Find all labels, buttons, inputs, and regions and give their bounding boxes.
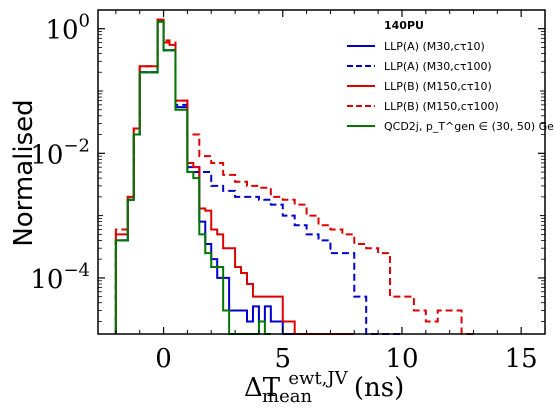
series-line-2 [114, 18, 355, 335]
x-tick-label: 10 [385, 344, 418, 374]
legend-entry-1: LLP(A) (M30,cτ100) [384, 60, 492, 73]
legend-entry-0: LLP(A) (M30,cτ10) [384, 40, 485, 53]
x-axis-label-unit: (ns) [354, 373, 404, 403]
x-axis-label-sub: mean [262, 386, 312, 407]
tick-layer: 0 5 10 15 100 10−2 10−4 [30, 10, 545, 374]
x-axis-label: ΔT ewt,JV (ns) mean [244, 361, 404, 407]
y-tick-label: 10−4 [30, 260, 90, 295]
legend: 140PU LLP(A) (M30,cτ10) LLP(A) (M30,cτ100… [347, 19, 554, 133]
x-tick-label: 15 [505, 344, 538, 374]
legend-title: 140PU [384, 19, 424, 32]
y-axis-label: Normalised [9, 99, 39, 246]
legend-entry-4: QCD2j, p_T^gen ∈ (30, 50) GeV [384, 120, 554, 133]
series-line-3 [114, 18, 474, 335]
x-axis-label-main: ΔT [244, 373, 281, 403]
series-layer [114, 18, 474, 335]
legend-entry-2: LLP(B) (M150,cτ10) [384, 80, 492, 93]
x-axis-label-sup: ewt,JV [288, 368, 348, 389]
x-tick-label: 0 [155, 344, 172, 374]
legend-entry-3: LLP(B) (M150,cτ100) [384, 100, 499, 113]
y-tick-label: 10−2 [30, 135, 90, 170]
y-tick-label: 100 [45, 11, 90, 46]
x-tick-label: 5 [274, 344, 291, 374]
svg-text:ΔT ewt,JV (ns): ΔT ewt,JV (ns) [244, 361, 404, 403]
